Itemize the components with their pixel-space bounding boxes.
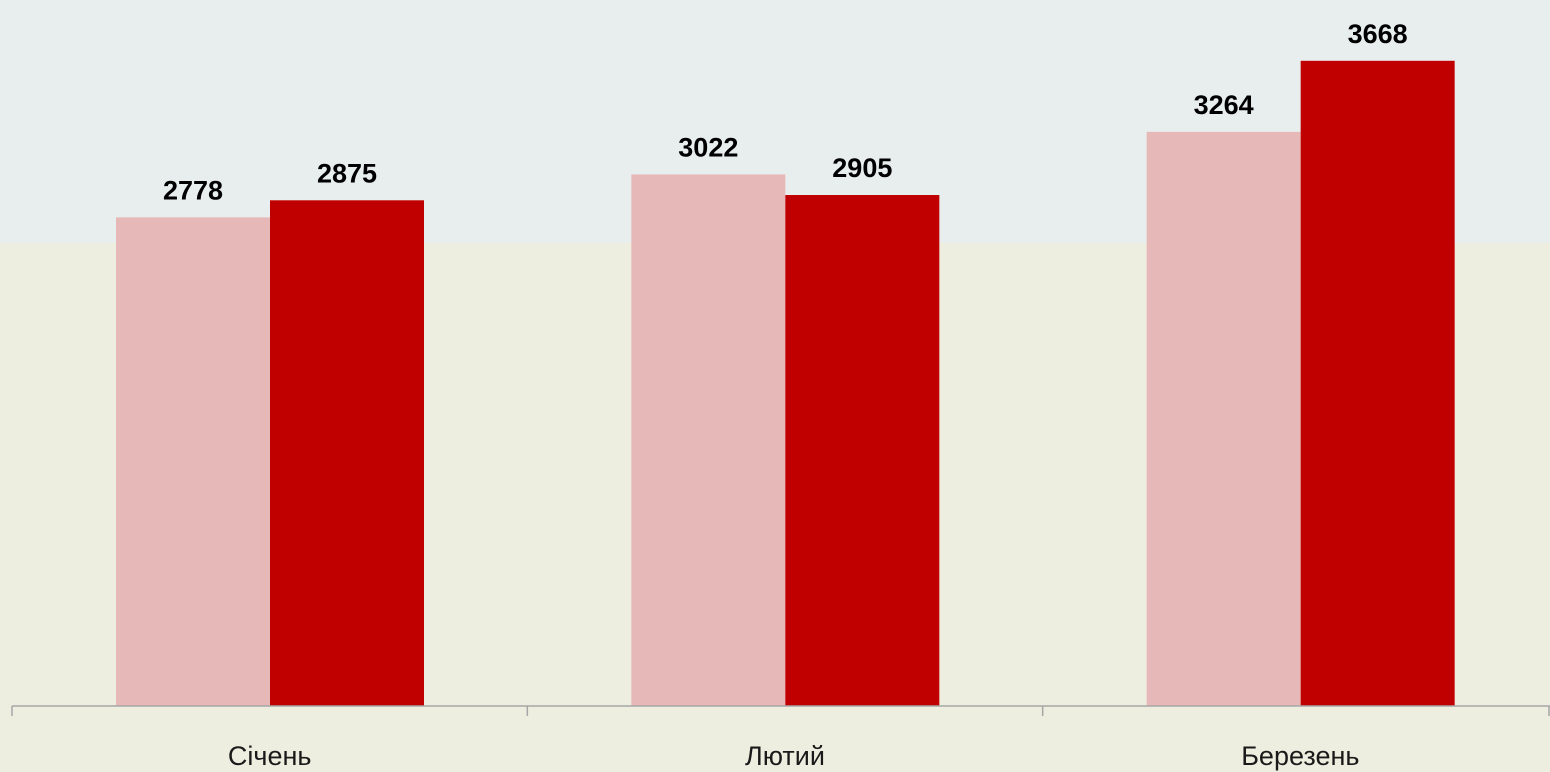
data-label-series-1-0: 2778: [163, 175, 223, 205]
bar-series-2-1: [785, 195, 940, 706]
bar-series-1-0: [116, 217, 270, 706]
data-label-series-2-1: 2905: [832, 153, 892, 183]
bar-series-2-2: [1300, 60, 1455, 706]
data-label-series-1-1: 3022: [678, 132, 738, 162]
bar-series-1-1: [631, 174, 786, 707]
data-label-series-2-0: 2875: [317, 158, 377, 188]
labels-layer: 2778 2875 Січень 3022 2905 Лютий 3264 3668 Берез…: [163, 19, 1408, 771]
x-axis: [11, 705, 1550, 716]
bar-series-1-2: [1146, 131, 1301, 706]
category-label-0: Січень: [228, 741, 312, 771]
data-label-series-2-2: 3668: [1348, 19, 1408, 49]
data-label-series-1-2: 3264: [1194, 90, 1254, 120]
bar-series-2-0: [270, 200, 424, 706]
bars-layer: [116, 60, 1455, 707]
category-label-1: Лютий: [745, 741, 825, 771]
category-label-2: Березень: [1241, 741, 1359, 771]
